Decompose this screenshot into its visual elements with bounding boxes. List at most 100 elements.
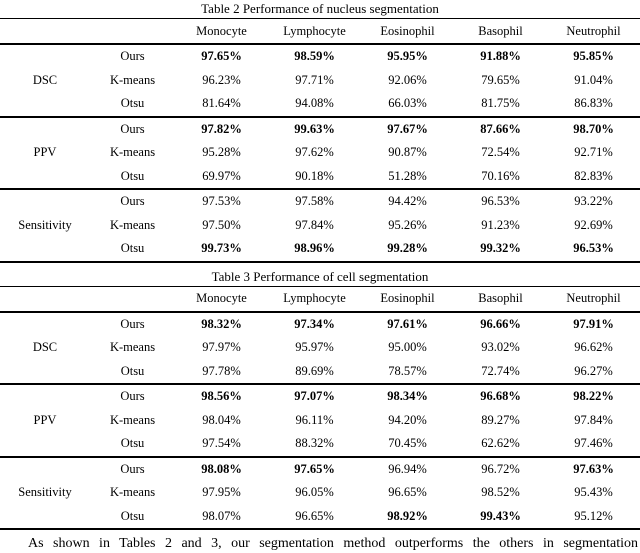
method-label: K-means <box>109 72 156 87</box>
value-cell: 97.50% <box>202 217 241 232</box>
table-row: Ours 97.53% 97.58% 94.42% 96.53% 93.22% <box>90 190 640 214</box>
column-header: Lymphocyte <box>283 291 346 305</box>
value-cell: 98.04% <box>202 412 241 427</box>
section-rows: Ours 98.32% 97.34% 97.61% 96.66% 97.91% K-mean… <box>90 313 640 384</box>
method-label: Otsu <box>120 363 145 378</box>
method-label: Otsu <box>120 241 145 256</box>
value-cell: 98.52% <box>481 485 520 500</box>
value-cell: 97.07% <box>294 389 335 404</box>
column-headers: Monocyte Lymphocyte Eosinophil Basophil Neut… <box>175 291 640 306</box>
value-cell: 91.23% <box>481 217 520 232</box>
value-cell: 95.43% <box>574 485 613 500</box>
metric-label: PPV <box>33 412 57 427</box>
value-cell: 98.22% <box>573 389 614 404</box>
method-label: K-means <box>109 217 156 232</box>
table-row: Otsu 99.73% 98.96% 99.28% 99.32% 96.53% <box>90 237 640 261</box>
table-row: K-means 95.28% 97.62% 90.87% 72.54% 92.71% <box>90 141 640 165</box>
value-cell: 96.62% <box>574 340 613 355</box>
method-label: K-means <box>109 485 156 500</box>
value-cell: 97.91% <box>573 316 614 331</box>
value-cell: 99.73% <box>201 241 242 256</box>
value-cell: 90.18% <box>295 168 334 183</box>
value-cell: 81.75% <box>481 96 520 111</box>
value-cell: 95.00% <box>388 340 427 355</box>
value-cell: 98.96% <box>294 241 335 256</box>
value-cell: 97.97% <box>202 340 241 355</box>
value-cell: 70.16% <box>481 168 520 183</box>
method-label: Ours <box>120 316 145 331</box>
method-label: Ours <box>120 121 145 136</box>
table-caption: Table 2 Performance of nucleus segmentat… <box>201 1 439 16</box>
method-label: Ours <box>120 49 145 64</box>
value-cell: 96.27% <box>574 363 613 378</box>
value-cell: 98.34% <box>387 389 428 404</box>
value-cell: 97.78% <box>202 363 241 378</box>
section-rows: Ours 98.56% 97.07% 98.34% 96.68% 98.22% K-mean… <box>90 385 640 456</box>
table-row: K-means 97.50% 97.84% 95.26% 91.23% 92.69% <box>90 214 640 238</box>
table-row: Ours 98.08% 97.65% 96.94% 96.72% 97.63% <box>90 458 640 482</box>
value-cell: 97.61% <box>387 316 428 331</box>
value-cell: 88.32% <box>295 436 334 451</box>
value-cell: 51.28% <box>388 168 427 183</box>
table-nucleus-segmentation: Table 2 Performance of nucleus segmentat… <box>0 0 640 263</box>
value-cell: 97.82% <box>201 121 242 136</box>
value-cell: 96.65% <box>388 485 427 500</box>
table-header-row: Monocyte Lymphocyte Eosinophil Basophil Neut… <box>0 285 640 313</box>
table-row: Ours 97.65% 98.59% 95.95% 91.88% 95.85% <box>90 45 640 69</box>
value-cell: 99.43% <box>480 508 521 523</box>
table-row: Otsu 97.54% 88.32% 70.45% 62.62% 97.46% <box>90 432 640 456</box>
value-cell: 97.63% <box>573 461 614 476</box>
column-header: Basophil <box>478 23 523 38</box>
section-rows: Ours 98.08% 97.65% 96.94% 96.72% 97.63% K-mean… <box>90 458 640 529</box>
value-cell: 97.71% <box>295 72 334 87</box>
table-header-row: Monocyte Lymphocyte Eosinophil Basophil Neut… <box>0 18 640 45</box>
method-label: Otsu <box>120 168 145 183</box>
method-label: Otsu <box>120 508 145 523</box>
value-cell: 81.64% <box>202 96 241 111</box>
value-cell: 62.62% <box>481 436 520 451</box>
metric-section: PPV Ours 97.82% 99.63% 97.67% 87.66% 98.70% K-m… <box>0 115 640 189</box>
value-cell: 72.54% <box>481 145 520 160</box>
value-cell: 87.66% <box>480 121 521 136</box>
value-cell: 95.28% <box>202 145 241 160</box>
column-header: Eosinophil <box>380 23 435 38</box>
metric-label: Sensitivity <box>18 485 72 500</box>
value-cell: 96.66% <box>480 316 521 331</box>
value-cell: 91.88% <box>480 49 521 64</box>
table-row: Ours 98.32% 97.34% 97.61% 96.66% 97.91% <box>90 313 640 337</box>
section-rows: Ours 97.82% 99.63% 97.67% 87.66% 98.70% K-mean… <box>90 118 640 189</box>
table-body: DSC Ours 98.32% 97.34% 97.61% 96.66% 97.91% K-m… <box>0 313 640 530</box>
value-cell: 96.53% <box>573 241 614 256</box>
metric-section: Sensitivity Ours 98.08% 97.65% 96.94% 96.72% 9… <box>0 455 640 529</box>
column-headers: Monocyte Lymphocyte Eosinophil Basophil Neut… <box>175 24 640 39</box>
method-label: K-means <box>109 145 156 160</box>
value-cell: 94.08% <box>295 96 334 111</box>
metric-section: PPV Ours 98.56% 97.07% 98.34% 96.68% 98.22% K-m… <box>0 383 640 456</box>
value-cell: 96.05% <box>295 485 334 500</box>
value-cell: 94.42% <box>388 194 427 209</box>
value-cell: 69.97% <box>202 168 241 183</box>
table-row: Otsu 69.97% 90.18% 51.28% 70.16% 82.83% <box>90 165 640 189</box>
value-cell: 95.85% <box>573 49 614 64</box>
method-label: K-means <box>109 412 156 427</box>
value-cell: 97.95% <box>202 485 241 500</box>
value-cell: 97.84% <box>295 217 334 232</box>
column-header: Monocyte <box>196 23 247 38</box>
value-cell: 90.87% <box>388 145 427 160</box>
value-cell: 98.59% <box>294 49 335 64</box>
value-cell: 97.34% <box>294 316 335 331</box>
column-header: Neutrophil <box>566 291 621 305</box>
value-cell: 97.53% <box>202 194 241 209</box>
value-cell: 96.23% <box>202 72 241 87</box>
table-body: DSC Ours 97.65% 98.59% 95.95% 91.88% 95.85% K-m… <box>0 45 640 263</box>
value-cell: 89.69% <box>295 363 334 378</box>
table-row: Otsu 81.64% 94.08% 66.03% 81.75% 86.83% <box>90 92 640 116</box>
value-cell: 97.58% <box>295 194 334 209</box>
table-row: Ours 97.82% 99.63% 97.67% 87.66% 98.70% <box>90 118 640 142</box>
section-rows: Ours 97.53% 97.58% 94.42% 96.53% 93.22% K-mean… <box>90 190 640 261</box>
method-label: Otsu <box>120 436 145 451</box>
value-cell: 89.27% <box>481 412 520 427</box>
table-row: K-means 96.23% 97.71% 92.06% 79.65% 91.04% <box>90 69 640 93</box>
table-row: K-means 97.95% 96.05% 96.65% 98.52% 95.43% <box>90 481 640 505</box>
